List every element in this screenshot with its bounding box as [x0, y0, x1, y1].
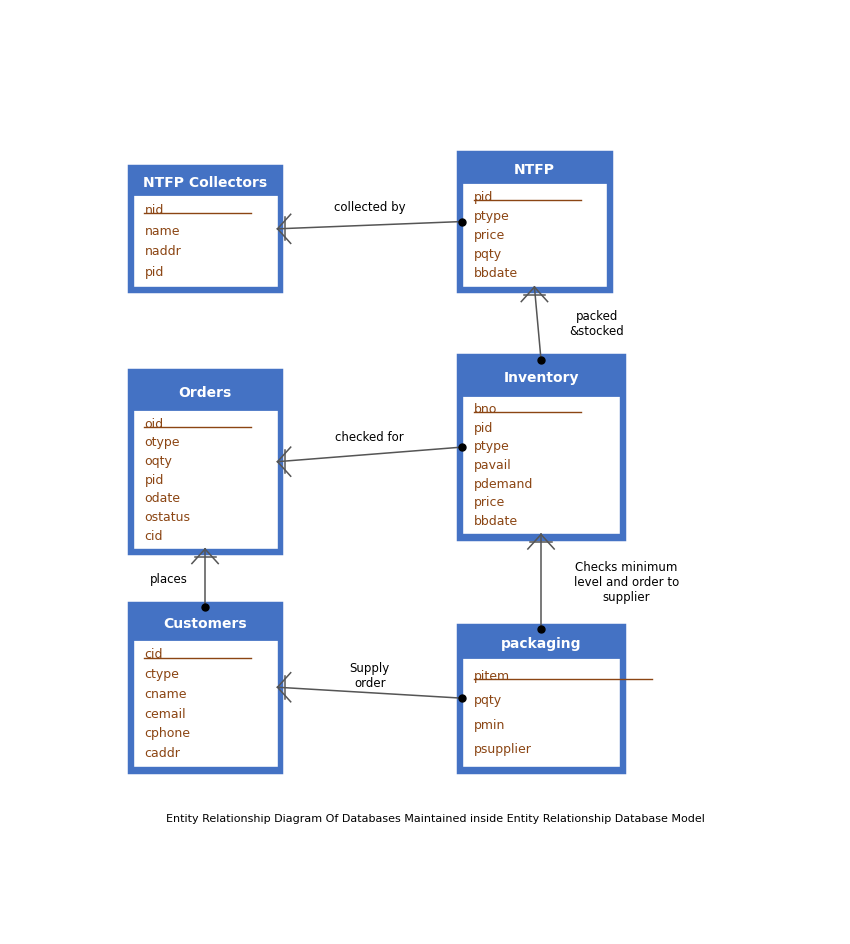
Text: name: name — [144, 225, 180, 237]
Text: NTFP Collectors: NTFP Collectors — [143, 177, 267, 190]
Text: nid: nid — [144, 204, 164, 217]
Text: pavail: pavail — [473, 459, 512, 472]
Bar — [133, 375, 277, 410]
Text: pid: pid — [473, 191, 493, 204]
Bar — [133, 172, 277, 288]
Text: pqty: pqty — [473, 248, 502, 261]
Bar — [133, 608, 277, 767]
Text: otype: otype — [144, 436, 180, 449]
Bar — [133, 608, 277, 639]
Text: price: price — [473, 496, 505, 509]
Text: Orders: Orders — [178, 385, 232, 399]
Text: cid: cid — [144, 529, 163, 542]
Bar — [462, 630, 620, 657]
Text: pid: pid — [144, 473, 164, 486]
Text: Inventory: Inventory — [503, 371, 579, 385]
Text: naddr: naddr — [144, 245, 181, 258]
Text: Checks minimum
level and order to
supplier: Checks minimum level and order to suppli… — [574, 561, 679, 603]
Bar — [458, 356, 624, 539]
Text: ctype: ctype — [144, 667, 179, 681]
Text: checked for: checked for — [336, 430, 404, 444]
Text: cname: cname — [144, 687, 187, 700]
Text: packaging: packaging — [501, 636, 581, 650]
Text: ptype: ptype — [473, 440, 510, 453]
Text: ptype: ptype — [473, 210, 510, 223]
Bar — [462, 361, 620, 396]
Text: packed
&stocked: packed &stocked — [570, 310, 625, 338]
Text: oqty: oqty — [144, 454, 173, 467]
Text: Entity Relationship Diagram Of Databases Maintained inside Entity Relationship D: Entity Relationship Diagram Of Databases… — [167, 814, 705, 823]
Bar — [128, 167, 281, 292]
Text: bbdate: bbdate — [473, 514, 518, 528]
Text: bbdate: bbdate — [473, 267, 518, 280]
Text: ostatus: ostatus — [144, 511, 190, 523]
Text: psupplier: psupplier — [473, 743, 532, 755]
Text: cphone: cphone — [144, 727, 190, 739]
Text: caddr: caddr — [144, 746, 180, 759]
Text: Customers: Customers — [163, 616, 246, 631]
Bar — [133, 375, 277, 549]
Bar — [458, 153, 611, 292]
Text: pid: pid — [473, 421, 493, 434]
Bar — [462, 157, 607, 183]
Text: cid: cid — [144, 648, 163, 661]
Text: bno: bno — [473, 403, 497, 415]
Text: pqty: pqty — [473, 694, 502, 706]
Bar — [462, 630, 620, 767]
Text: Supply
order: Supply order — [349, 661, 390, 689]
Text: places: places — [150, 572, 188, 585]
Text: pitem: pitem — [473, 669, 510, 682]
Bar — [133, 172, 277, 194]
Bar — [462, 361, 620, 535]
Text: odate: odate — [144, 492, 180, 505]
Text: cemail: cemail — [144, 707, 186, 720]
Text: price: price — [473, 228, 505, 242]
Text: pmin: pmin — [473, 718, 505, 731]
Bar — [128, 371, 281, 554]
Text: pdemand: pdemand — [473, 478, 533, 490]
Text: NTFP: NTFP — [514, 163, 555, 177]
Bar — [128, 603, 281, 772]
Text: pid: pid — [144, 265, 164, 278]
Bar — [462, 157, 607, 288]
Bar — [458, 625, 624, 772]
Text: collected by: collected by — [334, 201, 405, 214]
Text: oid: oid — [144, 417, 163, 430]
